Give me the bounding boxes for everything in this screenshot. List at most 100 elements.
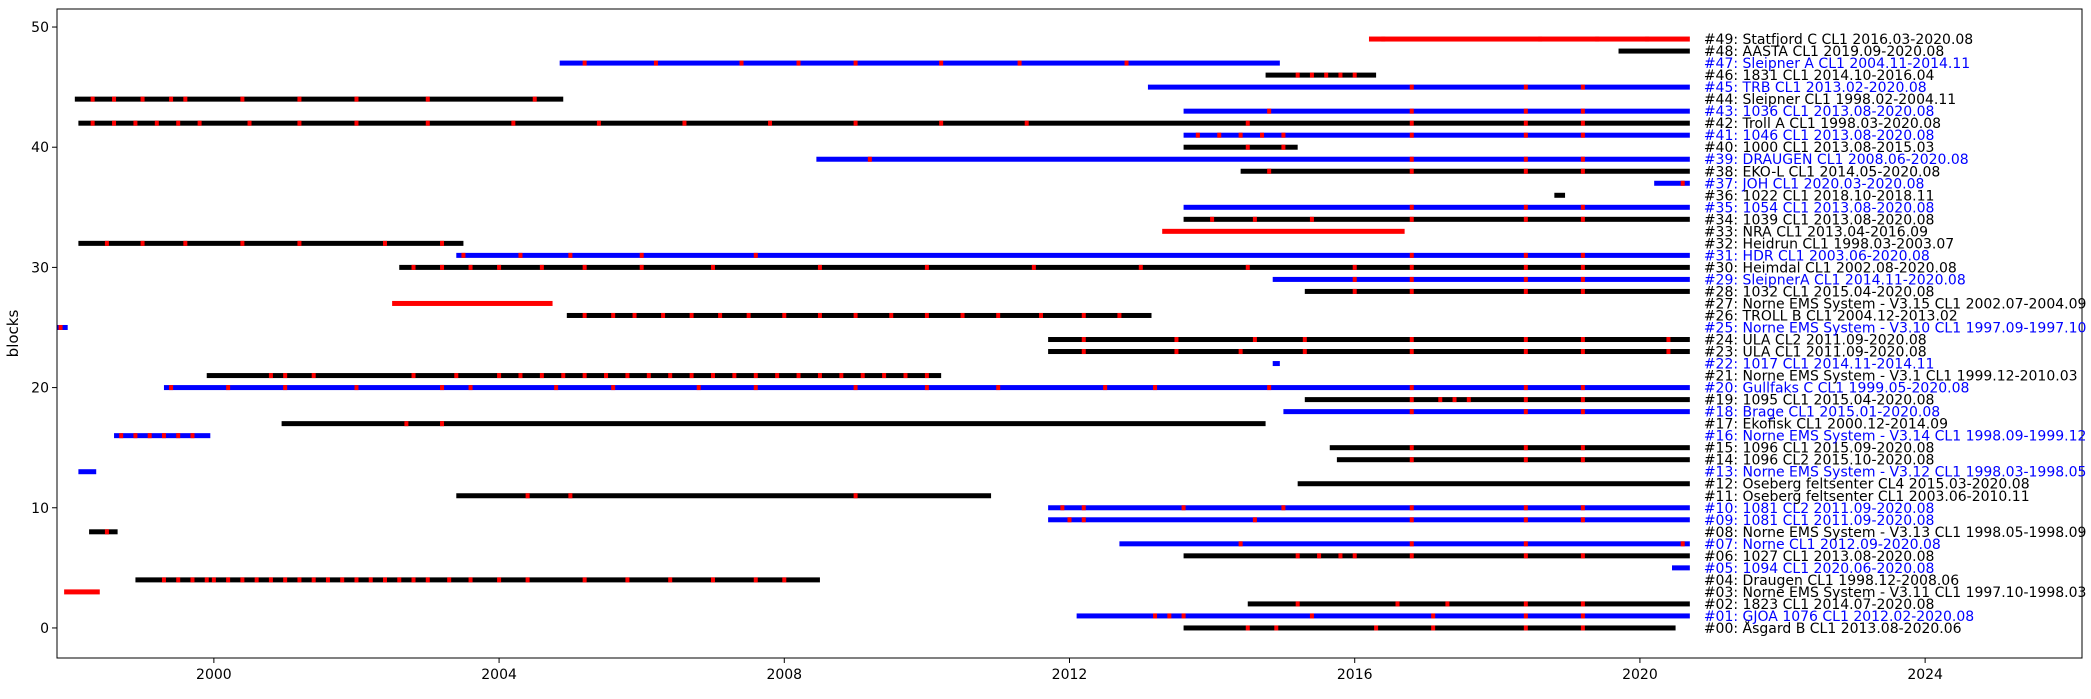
bar (1368, 36, 1690, 42)
error-mark (1245, 264, 1250, 270)
row-14 (1336, 457, 1690, 463)
row-label: #40: 1000 CL1 2013.08-2015.03 (1704, 140, 1935, 156)
row-label: #26: TROLL B CL1 2004.12-2013.02 (1704, 308, 1958, 324)
error-mark (1352, 72, 1357, 78)
row-label: #11: Oseberg feltsenter CL1 2003.06-2010… (1704, 489, 2030, 505)
y-tick-label: 30 (31, 260, 49, 276)
error-mark (247, 120, 252, 126)
row-47 (559, 60, 1280, 66)
row-4 (135, 577, 820, 583)
error-mark (133, 433, 138, 439)
error-mark (1238, 349, 1243, 355)
row-label: #27: Norne EMS System - V3.15 CL1 2002.0… (1704, 296, 2087, 312)
error-mark (1352, 553, 1357, 559)
error-mark (1153, 613, 1158, 619)
error-mark (1267, 108, 1272, 114)
error-mark (996, 385, 1001, 391)
error-mark (1523, 397, 1528, 403)
error-mark (1117, 312, 1122, 318)
error-mark (582, 264, 587, 270)
row-label: #24: ULA CL2 2011.09-2020.08 (1704, 333, 1927, 349)
row-16 (114, 433, 211, 439)
error-mark (147, 433, 152, 439)
error-mark (1523, 445, 1528, 451)
error-mark (639, 264, 644, 270)
row-label: #10: 1081 CL2 2011.09-2020.08 (1704, 501, 1935, 517)
error-mark (382, 577, 387, 583)
row-label: #08: Norne EMS System - V3.13 CL1 1998.0… (1704, 525, 2087, 541)
error-mark (753, 252, 758, 258)
error-mark (582, 60, 587, 66)
row-35 (1183, 204, 1690, 210)
error-mark (1409, 264, 1414, 270)
error-mark (411, 264, 416, 270)
error-mark (1167, 613, 1172, 619)
row-13 (78, 469, 97, 475)
error-mark (924, 264, 929, 270)
bar (1618, 48, 1690, 54)
bar (1297, 481, 1690, 487)
bar (1183, 132, 1690, 138)
error-mark (354, 385, 359, 391)
error-mark (240, 240, 245, 246)
error-mark (1523, 168, 1528, 174)
error-mark (1523, 553, 1528, 559)
error-mark (440, 240, 445, 246)
error-mark (1409, 445, 1414, 451)
error-mark (853, 60, 858, 66)
error-mark (1445, 601, 1450, 607)
error-mark (425, 577, 430, 583)
bar (456, 493, 992, 499)
error-mark (1281, 144, 1286, 150)
error-mark (1680, 541, 1685, 547)
row-3 (64, 589, 100, 595)
error-mark (753, 385, 758, 391)
row-label: #13: Norne EMS System - V3.12 CL1 1998.0… (1704, 465, 2087, 481)
error-mark (1523, 349, 1528, 355)
error-mark (176, 433, 181, 439)
bar (1554, 192, 1566, 198)
error-mark (311, 577, 316, 583)
error-mark (397, 577, 402, 583)
error-mark (568, 252, 573, 258)
error-mark (689, 373, 694, 379)
row-48 (1618, 48, 1690, 54)
error-mark (1338, 553, 1343, 559)
y-tick-label: 20 (31, 381, 49, 397)
error-mark (611, 312, 616, 318)
error-mark (1666, 349, 1671, 355)
error-mark (382, 240, 387, 246)
error-mark (1409, 132, 1414, 138)
error-mark (1580, 505, 1585, 511)
row-27 (392, 300, 553, 306)
row-label: #14: 1096 CL2 2015.10-2020.08 (1704, 453, 1935, 469)
bar (1048, 337, 1690, 343)
error-mark (1409, 276, 1414, 282)
row-label: #34: 1039 CL1 2013.08-2020.08 (1704, 212, 1935, 228)
error-mark (839, 373, 844, 379)
error-mark (197, 120, 202, 126)
error-mark (817, 373, 822, 379)
error-mark (1338, 72, 1343, 78)
error-mark (518, 373, 523, 379)
bar (1247, 601, 1690, 607)
error-mark (1252, 517, 1257, 523)
row-31 (456, 252, 1690, 258)
bar (1048, 517, 1690, 523)
error-mark (1281, 505, 1286, 511)
error-mark (325, 577, 330, 583)
error-mark (1409, 553, 1414, 559)
row-label: #39: DRAUGEN CL1 2008.06-2020.08 (1704, 152, 1969, 168)
error-mark (1295, 553, 1300, 559)
error-mark (425, 96, 430, 102)
bar (1272, 361, 1280, 367)
row-17 (281, 421, 1266, 427)
row-10 (1048, 505, 1690, 511)
bar (1119, 541, 1690, 547)
error-mark (1409, 541, 1414, 547)
error-mark (1252, 337, 1257, 343)
row-label: #33: NRA CL1 2013.04-2016.09 (1704, 224, 1928, 240)
error-mark (1210, 216, 1215, 222)
error-mark (297, 96, 302, 102)
error-mark (1060, 505, 1065, 511)
